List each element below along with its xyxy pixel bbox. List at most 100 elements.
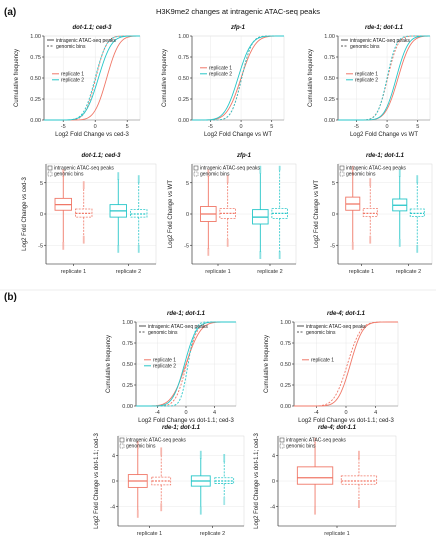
- y-tick-label: 0: [112, 479, 115, 485]
- legend-label: genomic bins: [200, 172, 230, 178]
- legend-linetype-label: intragenic ATAC-seq peaks: [350, 38, 410, 44]
- legend-color-label: replicate 2: [355, 78, 378, 84]
- y-tick-label: 0.00: [280, 404, 291, 410]
- x-tick-label: 0: [386, 124, 389, 130]
- charts-layer: dot-1.1; ced-3 0.00 0.25 0.50 0.75 1.00 Cumula…: [14, 25, 433, 537]
- series-line-replicate-1-dashed: [136, 321, 236, 407]
- chart-4: dot-1.1; ced-3 -5 0 5 Log2 Fold Change vs ce…: [22, 153, 157, 275]
- y-axis-label: Cumulative frequency: [106, 335, 112, 393]
- series-line-replicate-2-dashed: [338, 35, 430, 121]
- legend-swatch: [119, 437, 125, 443]
- legend-color-label: replicate 1: [209, 66, 232, 72]
- y-axis-label: Cumulative frequency: [264, 335, 270, 393]
- box-body: [340, 475, 378, 485]
- panel-b-label: (b): [4, 292, 17, 303]
- x-tick-label: replicate 2: [200, 531, 225, 537]
- y-tick-label: 0.00: [122, 404, 133, 410]
- y-tick-label: 5: [40, 181, 43, 187]
- chart-2: zfp-1 0.00 0.25 0.50 0.75 1.00 Cumulative freq…: [162, 25, 285, 138]
- y-tick-label: 0.25: [122, 383, 133, 389]
- y-tick-label: 0.75: [122, 341, 133, 347]
- x-tick-label: -5: [61, 124, 66, 130]
- series-line-replicate-2-solid: [136, 321, 236, 407]
- x-tick-label: replicate 1: [137, 531, 162, 537]
- legend-swatch: [119, 443, 125, 449]
- y-tick-label: 1.00: [280, 320, 291, 326]
- legend-label: genomic bins: [126, 444, 156, 450]
- legend-label: intragenic ATAC-seq peaks: [286, 438, 346, 444]
- legend-swatch: [193, 165, 199, 171]
- y-tick-label: 0.50: [122, 362, 133, 368]
- legend-label: genomic bins: [346, 172, 376, 178]
- y-tick-label: 4: [272, 453, 275, 459]
- y-tick-label: 1.00: [178, 34, 189, 40]
- chart-1: dot-1.1; ced-3 0.00 0.25 0.50 0.75 1.00 Cumula…: [14, 25, 141, 138]
- x-tick-label: 0: [94, 124, 97, 130]
- series-line-replicate-2-dashed: [44, 35, 140, 121]
- y-tick-label: 1.00: [122, 320, 133, 326]
- y-tick-label: 0.75: [30, 55, 41, 61]
- x-tick-label: replicate 1: [349, 269, 374, 275]
- y-tick-label: 0.25: [324, 97, 335, 103]
- legend-color-label: replicate 2: [153, 364, 176, 370]
- legend-swatch: [193, 171, 199, 177]
- y-tick-label: 0.75: [324, 55, 335, 61]
- chart-10: rde-4; dot-1.1 -4 0 4 Log2 Fold Change vs do…: [254, 425, 397, 537]
- legend-swatch: [279, 437, 285, 443]
- x-tick-label: 5: [126, 124, 129, 130]
- y-tick-label: -5: [38, 243, 43, 249]
- chart-title: rde-1; dot-1.1: [167, 311, 206, 317]
- panel-a-label: (a): [4, 7, 16, 18]
- chart-5: zfp-1 -5 0 5 Log2 Fold Change vs WT replicate…: [168, 153, 297, 275]
- y-axis-label: Cumulative frequency: [14, 49, 20, 107]
- legend-label: intragenic ATAC-seq peaks: [200, 166, 260, 172]
- chart-title: rde-1; dot-1.1: [366, 153, 405, 159]
- y-tick-label: 0.50: [324, 76, 335, 82]
- chart-title: rde-4; dot-1.1: [318, 425, 357, 431]
- x-tick-label: replicate 2: [116, 269, 141, 275]
- x-tick-label: 5: [416, 124, 419, 130]
- x-tick-label: -4: [155, 410, 160, 416]
- x-axis-label: Log2 Fold Change vs dot-1.1; ced-3: [298, 418, 394, 424]
- box-body: [296, 466, 334, 485]
- x-tick-label: -5: [208, 124, 213, 130]
- y-tick-label: 0: [186, 212, 189, 218]
- y-tick-label: 1.00: [324, 34, 335, 40]
- legend-linetype-label: intragenic ATAC-seq peaks: [306, 324, 366, 330]
- y-tick-label: 0.75: [178, 55, 189, 61]
- legend-linetype-label: genomic bins: [350, 44, 380, 50]
- main-title: H3K9me2 changes at intragenic ATAC-seq p…: [156, 7, 320, 16]
- y-tick-label: 0.25: [30, 97, 41, 103]
- legend-color-label: replicate 2: [209, 72, 232, 78]
- chart-title: zfp-1: [230, 25, 246, 31]
- legend-linetype-label: genomic bins: [148, 330, 178, 336]
- x-tick-label: -4: [314, 410, 319, 416]
- x-tick-label: replicate 2: [396, 269, 421, 275]
- y-axis-label: Log2 Fold Change vs ced-3: [22, 176, 28, 250]
- legend-color-label: replicate 1: [153, 358, 176, 364]
- chart-3: rde-1; dot-1.1 0.00 0.25 0.50 0.75 1.00 Cumula…: [308, 25, 431, 138]
- x-tick-label: -5: [354, 124, 359, 130]
- legend-label: genomic bins: [54, 172, 84, 178]
- y-axis-label: Cumulative frequency: [308, 49, 314, 107]
- x-tick-label: replicate 2: [257, 269, 282, 275]
- y-tick-label: -5: [330, 243, 335, 249]
- legend-color-label: replicate 1: [355, 72, 378, 78]
- legend-swatch: [339, 165, 345, 171]
- y-axis-label: Log2 Fold Change vs dot-1.1; ced-3: [94, 432, 100, 528]
- legend-color-label: replicate 1: [311, 358, 334, 364]
- box-body: [362, 207, 378, 217]
- y-tick-label: -4: [270, 505, 275, 511]
- y-tick-label: 0.25: [280, 383, 291, 389]
- x-tick-label: 5: [270, 124, 273, 130]
- series-line-replicate-2-dashed: [192, 35, 284, 121]
- y-axis-label: Log2 Fold Change vs WT: [168, 180, 174, 248]
- series-line-replicate-2-dashed: [136, 321, 236, 407]
- y-tick-label: 0: [332, 212, 335, 218]
- chart-6: rde-1; dot-1.1 -5 0 5 Log2 Fold Change vs WT…: [314, 153, 433, 275]
- y-tick-label: 0.50: [280, 362, 291, 368]
- chart-8: rde-4; dot-1.1 0.00 0.25 0.50 0.75 1.00 Cumula…: [264, 311, 399, 424]
- legend-swatch: [47, 165, 53, 171]
- x-tick-label: 0: [184, 410, 187, 416]
- x-tick-label: 4: [374, 410, 377, 416]
